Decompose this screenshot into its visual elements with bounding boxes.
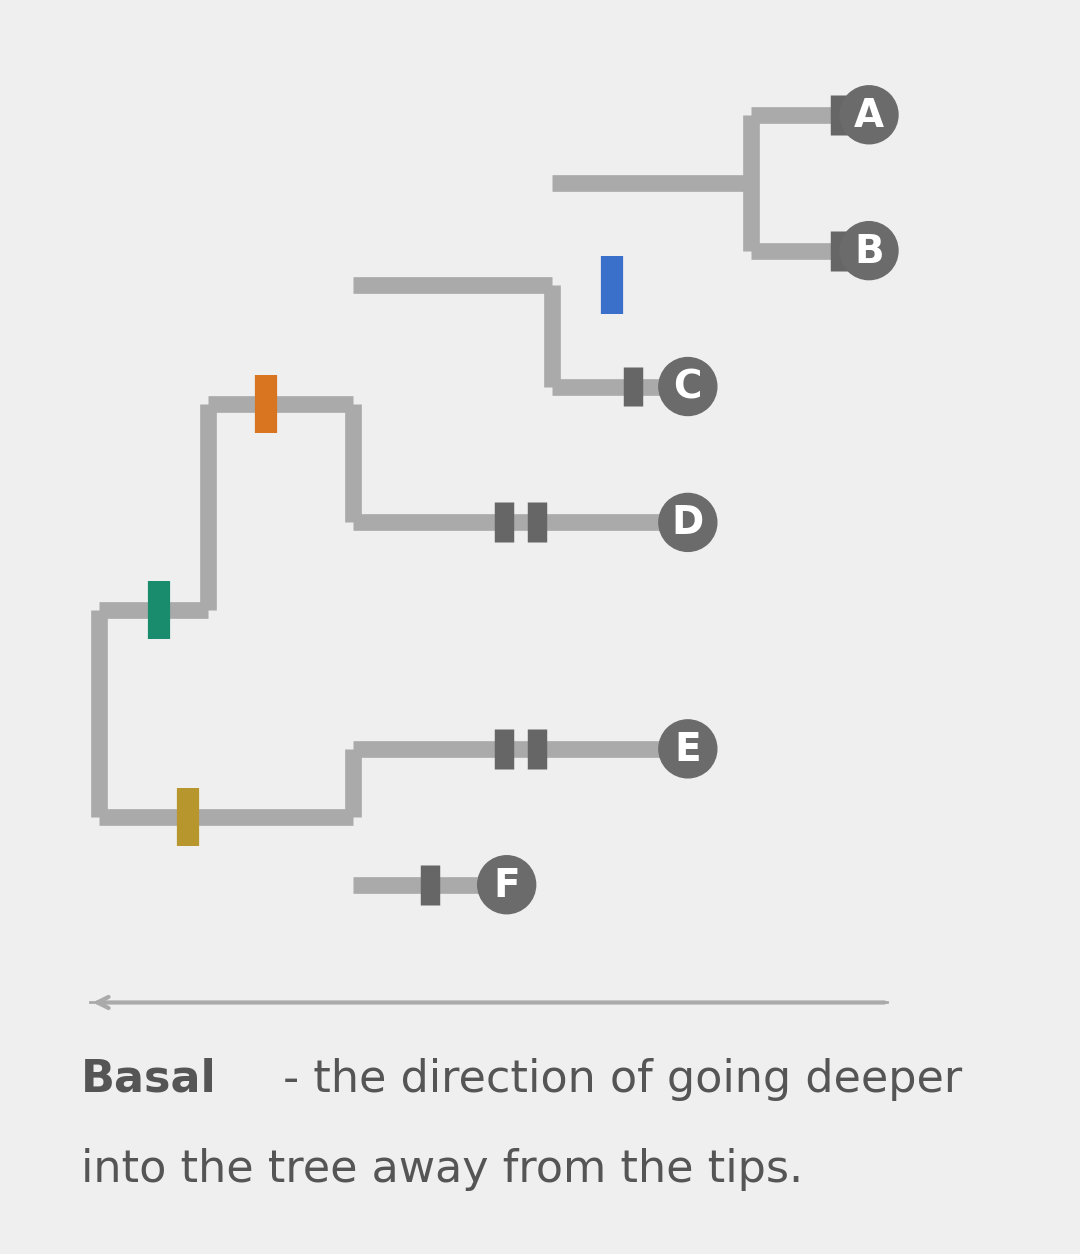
Circle shape (659, 494, 716, 552)
Text: F: F (492, 867, 519, 904)
Circle shape (477, 856, 536, 914)
Circle shape (659, 359, 716, 416)
Circle shape (839, 87, 897, 144)
Text: - the direction of going deeper: - the direction of going deeper (269, 1057, 962, 1100)
Text: into the tree away from the tips.: into the tree away from the tips. (81, 1147, 802, 1190)
Text: E: E (674, 730, 701, 769)
Text: A: A (853, 97, 883, 134)
Text: Basal: Basal (81, 1057, 216, 1100)
Circle shape (839, 222, 897, 281)
Text: B: B (853, 232, 883, 271)
Text: C: C (673, 369, 702, 406)
Circle shape (659, 720, 716, 779)
Text: D: D (671, 504, 703, 542)
